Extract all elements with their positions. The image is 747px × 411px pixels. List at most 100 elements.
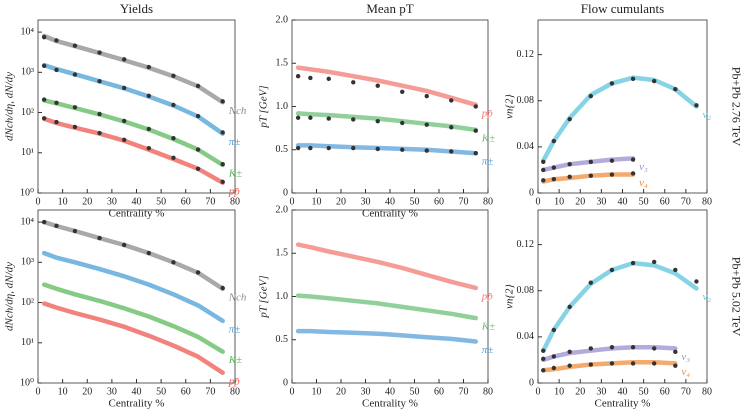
data-point: [72, 72, 78, 77]
x-tick-label: 20: [82, 386, 92, 397]
model-curve: [41, 282, 225, 354]
data-point: [588, 346, 594, 351]
data-point: [609, 172, 615, 177]
data-point: [630, 345, 636, 350]
x-tick-label: 40: [385, 386, 395, 397]
data-point: [400, 89, 405, 94]
model-curve: [295, 328, 479, 344]
data-point: [171, 102, 176, 108]
model-curve: [541, 172, 636, 184]
y-tick-label: 10⁰: [20, 377, 34, 388]
data-point: [609, 81, 615, 86]
data-point: [351, 117, 356, 122]
x-axis-label: Centrality %: [362, 208, 418, 220]
curve-label: π±: [482, 156, 494, 168]
data-point: [326, 145, 331, 151]
x-tick-label: 30: [107, 386, 117, 397]
data-point: [400, 120, 405, 126]
data-point: [567, 349, 572, 355]
y-tick-label: 0.12: [517, 49, 535, 60]
y-tick-label: 10³: [21, 67, 34, 78]
data-point: [171, 136, 176, 141]
y-tick-label: 10⁴: [21, 216, 35, 227]
data-point: [651, 259, 657, 265]
x-tick-label: 0: [536, 386, 541, 397]
data-point: [630, 157, 636, 162]
model-curve: [295, 293, 479, 321]
x-tick-label: 70: [681, 386, 691, 397]
model-curve: [41, 301, 225, 375]
model-curve: [541, 260, 699, 353]
data-point: [195, 166, 201, 171]
data-point: [567, 161, 572, 167]
x-tick-label: 80: [483, 196, 493, 207]
x-tick-label: 10: [312, 386, 322, 397]
x-tick-label: 40: [618, 196, 628, 207]
data-point: [54, 223, 59, 228]
curve-label: v₃: [639, 161, 648, 173]
panel-title: Flow cumulants: [581, 1, 664, 16]
data-point: [473, 104, 478, 109]
x-tick-label: 20: [575, 196, 585, 207]
data-point: [72, 105, 78, 110]
data-point: [673, 363, 678, 368]
y-axis-label: vn{2}: [504, 94, 516, 119]
y-axis-label: pT [GeV]: [258, 85, 270, 128]
curve-label: v₂: [702, 109, 711, 121]
x-tick-label: 10: [58, 196, 68, 207]
curve-label: K±: [481, 132, 495, 144]
data-point: [588, 93, 594, 99]
x-tick-label: 30: [361, 196, 371, 207]
curve-label: π±: [482, 344, 494, 356]
data-point: [609, 158, 615, 163]
data-point: [588, 159, 594, 165]
curve-label: K±: [481, 321, 495, 333]
data-point: [424, 148, 429, 153]
data-point: [54, 67, 59, 73]
data-point: [375, 83, 380, 88]
data-point: [449, 125, 454, 130]
x-tick-label: 30: [596, 196, 606, 207]
data-point: [41, 219, 47, 225]
model-curve: [541, 359, 678, 373]
data-point: [72, 43, 78, 48]
data-point: [651, 78, 657, 84]
row-label: Pb+Pb 5.02 TeV: [729, 257, 743, 337]
x-tick-label: 50: [639, 196, 649, 207]
x-tick-label: 70: [205, 196, 215, 207]
y-tick-label: 10³: [21, 257, 34, 268]
data-point: [609, 361, 615, 366]
curve-label: π±: [229, 136, 241, 148]
x-tick-label: 0: [290, 386, 295, 397]
data-point: [694, 103, 699, 108]
curve-label: pp̄: [228, 185, 241, 197]
model-curve: [295, 242, 479, 291]
data-point: [400, 147, 405, 152]
data-point: [195, 270, 201, 275]
x-tick-label: 40: [385, 196, 395, 207]
data-point: [673, 267, 678, 273]
data-point: [195, 83, 201, 89]
data-point: [630, 260, 636, 266]
data-point: [97, 79, 102, 84]
x-axis-label: Centrality %: [595, 398, 651, 410]
x-tick-label: 20: [336, 386, 346, 397]
data-point: [449, 149, 454, 154]
data-point: [541, 356, 546, 361]
x-tick-label: 10: [554, 196, 564, 207]
data-point: [41, 97, 47, 102]
y-axis-label: dNch/dη, dN/dy: [4, 262, 16, 331]
panel-title: Yields: [120, 1, 153, 16]
data-point: [97, 50, 102, 55]
data-point: [308, 115, 313, 120]
y-tick-label: 2.0: [276, 204, 289, 215]
x-tick-label: 70: [459, 386, 469, 397]
data-point: [326, 116, 331, 121]
data-point: [541, 178, 546, 183]
data-point: [54, 38, 59, 43]
curve-label: π±: [229, 323, 241, 335]
x-axis-label: Centrality %: [109, 208, 165, 220]
data-point: [424, 93, 429, 99]
y-tick-label: 0.08: [517, 95, 535, 106]
x-tick-label: 0: [290, 196, 295, 207]
